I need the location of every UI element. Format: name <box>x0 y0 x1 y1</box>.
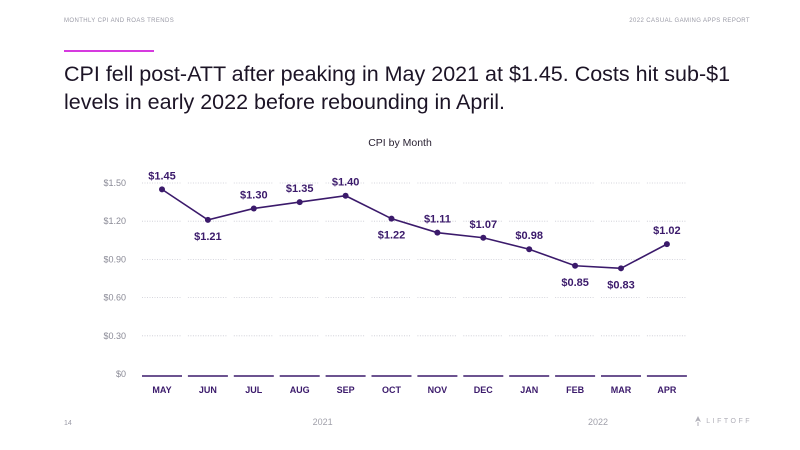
x-tick-label: APR <box>657 385 677 395</box>
data-point <box>342 192 349 199</box>
data-point <box>572 262 579 269</box>
x-tick-label: MAY <box>152 385 171 395</box>
cpi-series-line <box>161 188 668 270</box>
x-tick-label: AUG <box>290 385 310 395</box>
data-point <box>526 246 533 253</box>
data-label: $0.83 <box>607 279 635 291</box>
liftoff-mark-icon <box>695 416 702 426</box>
x-tick-label: JAN <box>520 385 538 395</box>
logo-text: LIFTOFF <box>706 417 752 425</box>
data-point <box>204 216 211 223</box>
data-point <box>434 229 441 236</box>
section-label: MONTHLY CPI AND ROAS TRENDS <box>64 18 175 24</box>
y-tick-label: $0.90 <box>103 254 126 264</box>
data-label: $1.22 <box>378 230 406 242</box>
headline: CPI fell post-ATT after peaking in May 2… <box>64 62 731 114</box>
x-tick-label: DEC <box>474 385 494 395</box>
data-point <box>388 215 395 222</box>
data-label: $0.98 <box>515 230 543 242</box>
x-tick-label: JUL <box>245 385 263 395</box>
data-label: $1.21 <box>194 231 222 243</box>
data-label: $1.07 <box>470 219 498 231</box>
year-label: 2021 <box>313 417 333 427</box>
data-label: $1.45 <box>148 170 176 182</box>
year-label: 2022 <box>588 417 608 427</box>
y-tick-label: $0.30 <box>103 331 126 341</box>
chart-title: CPI by Month <box>368 137 432 149</box>
data-label: $1.35 <box>286 183 314 195</box>
data-point <box>250 205 257 212</box>
y-tick-label: $1.20 <box>103 216 126 226</box>
data-point <box>618 265 624 272</box>
data-point <box>296 199 303 206</box>
data-point <box>159 186 165 193</box>
y-tick-label: $1.50 <box>103 178 126 188</box>
y-tick-label: $0 <box>116 369 126 379</box>
liftoff-logo: LIFTOFF <box>694 416 752 426</box>
data-label: $0.85 <box>561 277 589 289</box>
x-tick-label: OCT <box>382 385 402 395</box>
page-number: 14 <box>64 420 72 427</box>
report-label: 2022 CASUAL GAMING APPS REPORT <box>629 18 750 24</box>
data-label: $1.11 <box>424 214 451 226</box>
x-tick-label: FEB <box>566 385 585 395</box>
x-tick-label: SEP <box>337 385 355 395</box>
x-tick-label: NOV <box>428 385 448 395</box>
data-point <box>480 234 487 241</box>
data-point <box>663 241 670 248</box>
accent-bar <box>64 50 154 52</box>
x-tick-label: MAR <box>611 385 632 395</box>
data-label: $1.40 <box>332 177 360 189</box>
x-tick-label: JUN <box>199 385 217 395</box>
data-label: $1.30 <box>240 189 268 201</box>
data-label: $1.02 <box>653 225 681 237</box>
y-tick-label: $0.60 <box>103 293 126 303</box>
